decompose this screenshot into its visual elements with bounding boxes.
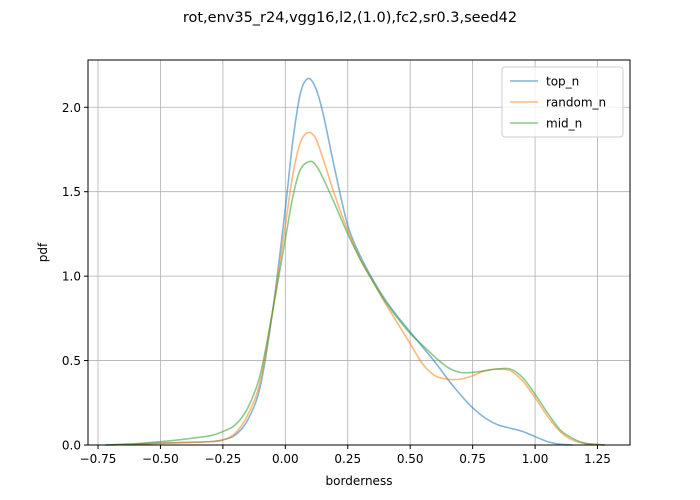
y-tick-label: 0.5 xyxy=(62,354,81,368)
x-tick-label: 0.50 xyxy=(397,452,424,466)
x-tick-label: −0.50 xyxy=(142,452,179,466)
y-tick-label: 1.5 xyxy=(62,185,81,199)
x-tick-label: −0.75 xyxy=(80,452,117,466)
series-line-top-n xyxy=(105,77,573,446)
y-axis: 0.0 0.5 1.0 1.5 2.0 xyxy=(62,101,88,453)
series-lines xyxy=(105,77,606,446)
y-tick-label: 0.0 xyxy=(62,439,81,453)
chart-title: rot,env35_r24,vgg16,l2,(1.0),fc2,sr0.3,s… xyxy=(183,10,517,26)
x-axis-label: borderness xyxy=(326,474,393,488)
series-line-random-n xyxy=(110,131,606,446)
y-tick-label: 1.0 xyxy=(62,270,81,284)
x-tick-label: −0.25 xyxy=(204,452,241,466)
legend-label: random_n xyxy=(546,96,606,110)
legend-label: top_n xyxy=(546,75,579,89)
legend-label: mid_n xyxy=(546,117,582,131)
x-axis: −0.75 −0.50 −0.25 0.00 0.25 0.50 0.75 1.00 1.25 xyxy=(80,445,611,466)
x-tick-label: 1.00 xyxy=(522,452,549,466)
x-tick-label: 0.75 xyxy=(459,452,486,466)
legend-box xyxy=(501,66,624,138)
plot-frame xyxy=(87,59,631,446)
x-tick-label: 1.25 xyxy=(584,452,611,466)
legend: top_n random_n mid_n xyxy=(501,66,624,138)
y-axis-label: pdf xyxy=(36,242,50,262)
series-line-mid-n xyxy=(105,160,606,446)
x-tick-label: 0.00 xyxy=(272,452,299,466)
x-tick-label: 0.25 xyxy=(334,452,361,466)
y-tick-label: 2.0 xyxy=(62,101,81,115)
